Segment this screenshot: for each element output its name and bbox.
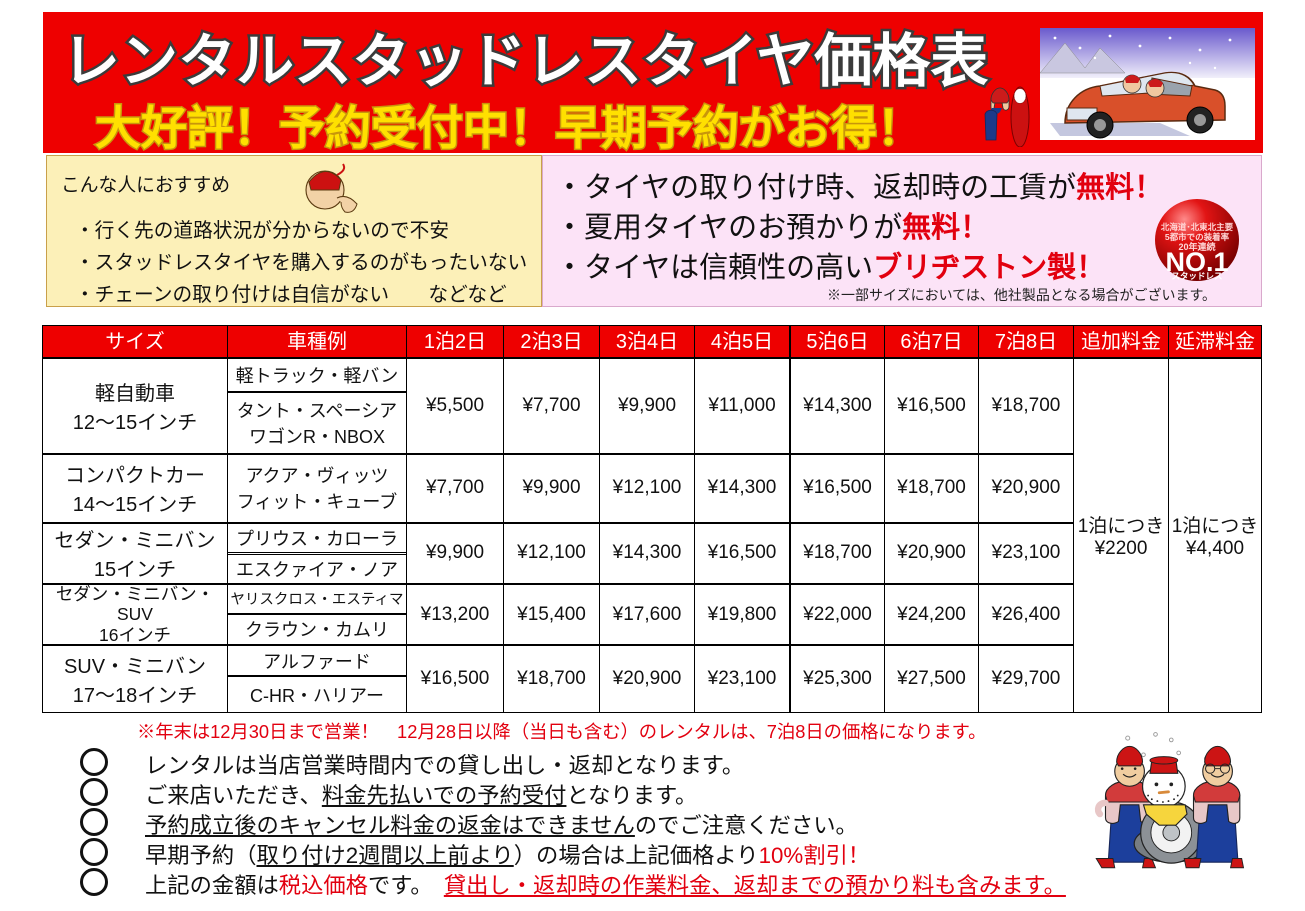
svg-text:5都市での装着率: 5都市での装着率 [1165, 232, 1230, 242]
svg-text:スタッドレス: スタッドレス [1171, 271, 1222, 281]
svg-text:北海道･北東北主要: 北海道･北東北主要 [1161, 222, 1234, 232]
